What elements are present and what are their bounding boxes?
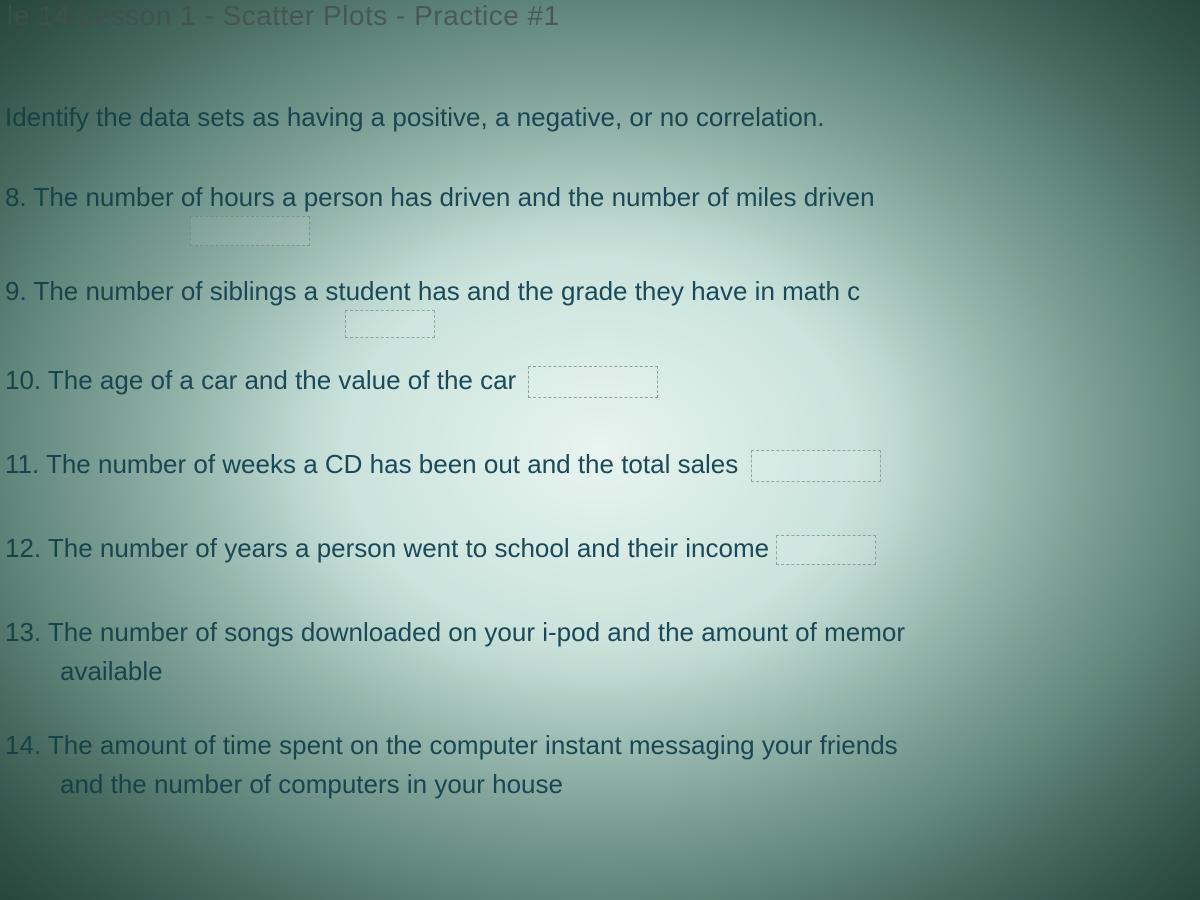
question-14: 14. The amount of time spent on the comp… [5,726,1195,804]
question-9-text: 9. The number of siblings a student has … [5,276,860,306]
question-13: 13. The number of songs downloaded on yo… [5,613,1195,691]
question-11: 11. The number of weeks a CD has been ou… [5,445,1195,484]
answer-box-12[interactable] [776,535,876,565]
worksheet-title: le 14 Lesson 1 - Scatter Plots - Practic… [5,0,1195,32]
question-9: 9. The number of siblings a student has … [5,272,1195,311]
question-14-line1: 14. The amount of time spent on the comp… [5,730,898,760]
answer-box-9[interactable] [345,310,435,338]
instruction-text: Identify the data sets as having a posit… [5,102,1195,133]
question-8: 8. The number of hours a person has driv… [5,178,1195,217]
question-12: 12. The number of years a person went to… [5,529,1195,568]
question-12-text: 12. The number of years a person went to… [5,533,769,563]
question-14-line2: and the number of computers in your hous… [5,765,1195,804]
question-8-text: 8. The number of hours a person has driv… [5,182,875,212]
question-10: 10. The age of a car and the value of th… [5,361,1195,400]
answer-box-10[interactable] [528,366,658,398]
question-11-text: 11. The number of weeks a CD has been ou… [5,449,738,479]
question-10-text: 10. The age of a car and the value of th… [5,365,516,395]
question-13-line1: 13. The number of songs downloaded on yo… [5,617,905,647]
answer-box-11[interactable] [751,450,881,482]
question-13-line2: available [5,652,1195,691]
answer-box-8[interactable] [190,216,310,246]
